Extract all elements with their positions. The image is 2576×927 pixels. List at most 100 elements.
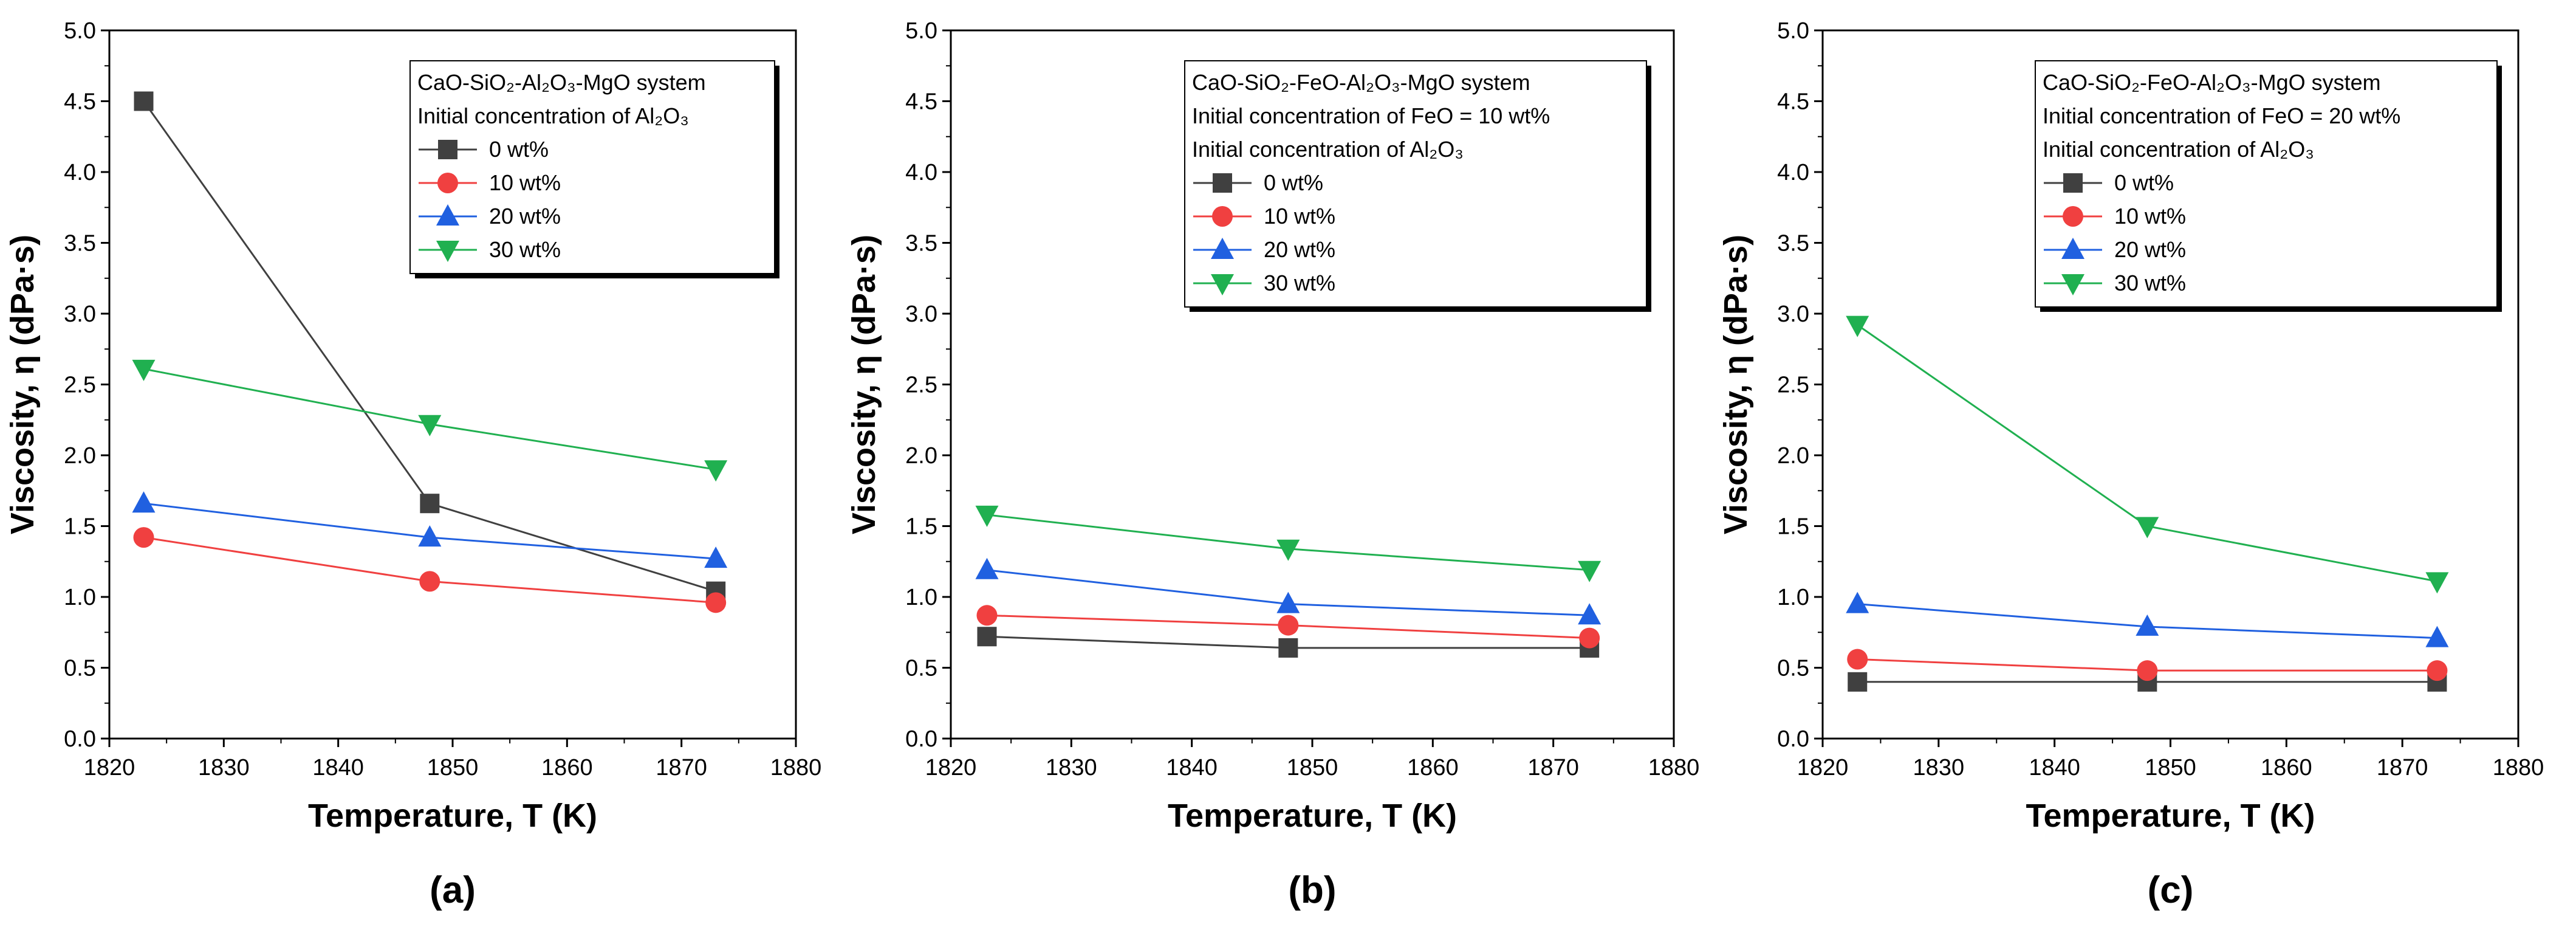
data-point [1276,539,1300,561]
y-tick-label: 5.0 [1777,18,1809,44]
series-10-wtpct [1847,649,2448,681]
legend-label: 20 wt% [1264,237,1335,262]
data-point [420,494,440,514]
y-tick-label: 1.5 [1777,514,1809,540]
y-tick-label: 2.5 [905,373,937,398]
y-tick-label: 4.0 [905,160,937,185]
x-axis-label: Temperature, T (K) [308,798,597,834]
legend-label: 0 wt% [489,137,549,162]
legend-label: 0 wt% [1264,170,1323,195]
panel-label: (a) [430,869,476,911]
y-tick-label: 3.0 [1777,302,1809,327]
data-point [134,91,154,111]
y-tick-label: 1.0 [64,585,96,610]
legend-heading: CaO-SiO₂-FeO-Al₂O₃-MgO system [2043,70,2381,95]
x-tick-label: 1870 [1527,755,1579,781]
data-point [977,627,997,647]
series-0-wtpct [134,91,726,601]
x-tick-label: 1880 [1648,755,1700,781]
x-tick-label: 1820 [1797,755,1849,781]
x-tick-label: 1820 [84,755,135,781]
data-point [419,571,440,592]
x-tick-label: 1840 [312,755,364,781]
legend-marker [1213,173,1232,193]
legend-label: 10 wt% [489,170,561,195]
y-tick-label: 5.0 [64,18,96,44]
legend-marker [1212,206,1233,227]
legend-heading: Initial concentration of FeO = 20 wt% [2043,103,2400,128]
y-tick-label: 1.0 [905,585,937,610]
legend-marker [1211,274,1234,295]
chart-panel-3: 1820 1830 1840 1850 1860 1870 1880 0.0 0.5 1.0 1.5… [1718,18,2544,911]
y-axis-label: Viscosity, η (dPa·s) [1718,235,1754,534]
x-tick-label: 1840 [2029,755,2080,781]
series-20-wtpct [132,491,728,568]
series-30-wtpct [975,505,1601,582]
x-tick-label: 1870 [656,755,707,781]
y-tick-label: 3.5 [1777,231,1809,257]
y-tick-label: 4.5 [64,89,96,115]
y-tick-label: 1.0 [1777,585,1809,610]
legend-label: 10 wt% [1264,204,1335,229]
x-tick-label: 1820 [925,755,977,781]
panel-label: (c) [2148,869,2194,911]
legend-heading: CaO-SiO₂-FeO-Al₂O₃-MgO system [1192,70,1530,95]
data-point [2136,614,2159,636]
x-tick-label: 1850 [1287,755,1338,781]
data-point [975,505,999,527]
series-line [1857,324,2437,582]
chart-panel-2: 1820 1830 1840 1850 1860 1870 1880 0.0 0.5 1.0 1.5… [846,18,1699,911]
x-tick-label: 1870 [2377,755,2428,781]
data-point [2136,517,2159,539]
data-point [1579,627,1600,649]
y-tick-label: 3.5 [905,231,937,257]
data-point [2427,660,2448,681]
x-tick-label: 1880 [2493,755,2544,781]
data-point [1847,649,1868,670]
legend-marker [438,140,457,159]
y-axis-label: Viscosity, η (dPa·s) [4,235,41,534]
data-point [133,527,154,548]
legend-marker [2061,238,2084,259]
x-tick-label: 1840 [1166,755,1218,781]
y-tick-label: 4.5 [905,89,937,115]
legend-marker [1211,238,1234,259]
x-tick-label: 1830 [1913,755,1965,781]
legend-heading: CaO-SiO₂-Al₂O₃-MgO system [417,70,706,95]
legend-box [2035,60,2498,308]
y-tick-label: 0.5 [64,656,96,681]
y-tick-label: 2.0 [905,443,937,469]
data-point [1846,315,1869,337]
y-tick-label: 0.0 [1777,726,1809,752]
series-30-wtpct [132,359,728,482]
series-30-wtpct [1846,315,2449,594]
data-point [132,359,156,381]
data-point [1578,603,1601,625]
y-tick-label: 4.0 [1777,160,1809,185]
data-point [1578,560,1601,582]
panel-label: (b) [1288,869,1336,911]
x-tick-label: 1830 [1046,755,1097,781]
x-tick-label: 1850 [2145,755,2196,781]
data-point [2425,572,2449,594]
legend-label: 20 wt% [2114,237,2186,262]
y-tick-label: 3.0 [64,302,96,327]
series-line [143,536,716,604]
y-tick-label: 5.0 [905,18,937,44]
legend-label: 30 wt% [489,237,561,262]
x-axis-label: Temperature, T (K) [1168,798,1457,834]
series-10-wtpct [133,527,727,613]
data-point [1278,638,1298,658]
y-tick-label: 1.5 [905,514,937,540]
y-tick-label: 2.5 [1777,373,1809,398]
legend-label: 20 wt% [489,204,561,229]
data-point [1848,672,1868,692]
legend-marker [2061,274,2084,295]
legend-marker [436,204,459,226]
legend-marker [2063,173,2083,193]
legend: CaO-SiO₂-Al₂O₃-MgO system Initial concent… [409,60,779,278]
x-tick-label: 1860 [1407,755,1459,781]
chart-panel-1: 1820 1830 1840 1850 1860 1870 1880 0.0 0.5 1.0 1.5… [4,18,821,911]
data-point [975,557,999,579]
